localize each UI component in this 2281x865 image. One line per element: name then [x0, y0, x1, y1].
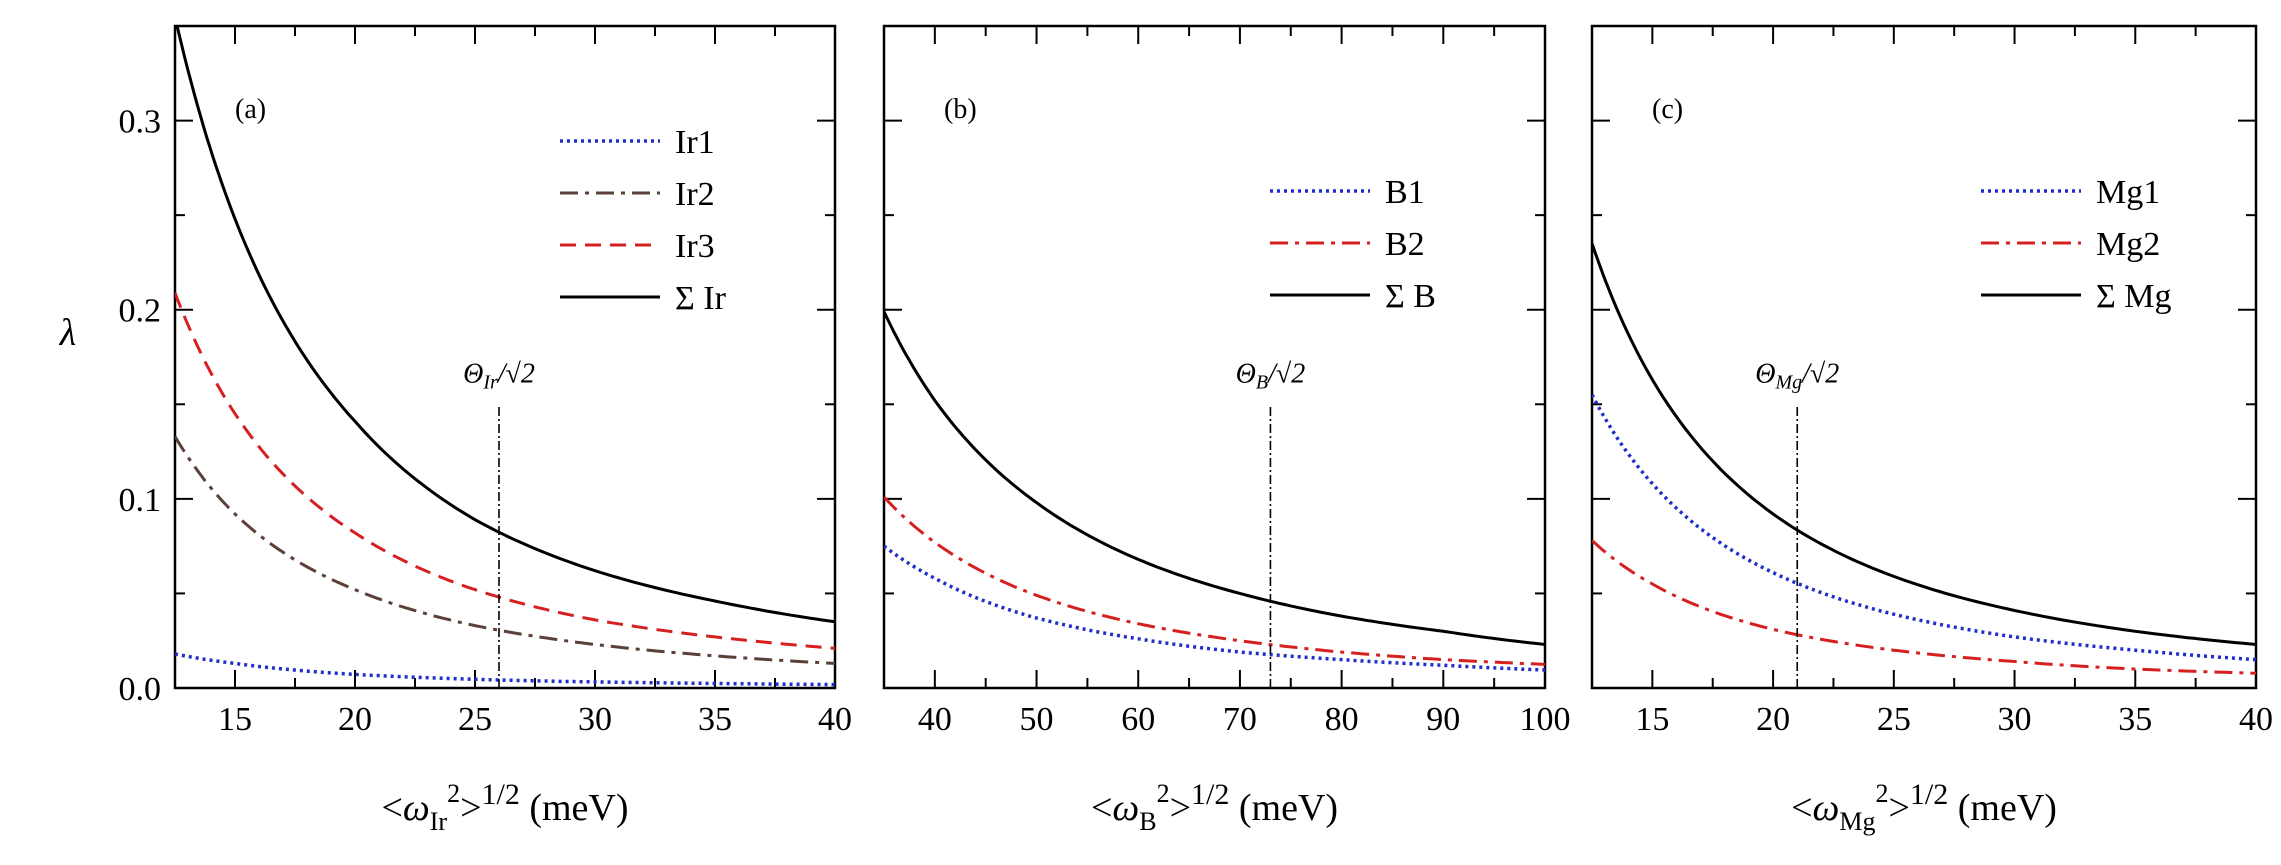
plot-frame: [1590, 24, 2258, 690]
series-line-Ir2: [175, 435, 835, 665]
series-line-sum-B: [884, 310, 1545, 646]
x-tick-label: 90: [1426, 701, 1460, 738]
x-axis-label: <ωMg2>1/2 (meV): [1791, 778, 2057, 836]
reference-line-label: ΘIr/√2: [463, 358, 535, 393]
x-tick-label: 35: [698, 701, 732, 738]
x-tick-label: 80: [1325, 701, 1359, 738]
reference-line-label: ΘMg/√2: [1755, 358, 1839, 393]
series-line-Mg1: [1592, 393, 2256, 662]
x-tick-label: 25: [458, 701, 492, 738]
legend-label: Ir2: [675, 176, 715, 213]
x-tick-label: 30: [578, 701, 612, 738]
legend-label: Ir1: [675, 124, 715, 161]
x-tick-label: 20: [338, 701, 372, 738]
x-tick-label: 40: [918, 701, 952, 738]
y-tick-label: 0.2: [119, 293, 162, 330]
series-line-sum-Mg: [1592, 243, 2256, 646]
y-tick-label: 0.0: [119, 671, 162, 708]
x-tick-label: 100: [1520, 701, 1571, 738]
legend-label: Mg2: [2096, 226, 2160, 263]
x-tick-label: 35: [2118, 701, 2152, 738]
x-tick-label: 70: [1223, 701, 1257, 738]
panel-a: 15 20 25 30 35 40 0.0 0.1 0.2 0.3 ΘIr/√2 (a) Ir1 Ir2 I…: [119, 24, 852, 836]
reference-line-label: ΘB/√2: [1236, 358, 1306, 393]
x-tick-label: 25: [1877, 701, 1911, 738]
y-axis-label: λ: [59, 312, 76, 354]
series-line-Ir1: [175, 652, 835, 687]
x-axis-label: <ωB2>1/2 (meV): [1091, 778, 1338, 836]
legend-label: Σ B: [1385, 278, 1436, 315]
x-tick-label: 40: [818, 701, 852, 738]
x-tick-label: 40: [2239, 701, 2273, 738]
series-line-sum-Ir: [175, 26, 835, 624]
y-tick-label: 0.1: [119, 482, 162, 519]
x-tick-label: 60: [1121, 701, 1155, 738]
legend-label: B1: [1385, 174, 1425, 211]
x-tick-label: 15: [218, 701, 252, 738]
plot-frame: [882, 24, 1547, 690]
plot-frame: [173, 24, 837, 690]
panel-c: 15 20 25 30 35 40 ΘMg/√2 (c) Mg1 Mg2 Σ Mg <ωMg2>1/2…: [1590, 24, 2273, 836]
y-tick-label: 0.3: [119, 104, 162, 141]
panel-label: (a): [235, 94, 266, 125]
legend-label: Σ Ir: [675, 280, 727, 317]
x-tick-label: 50: [1020, 701, 1054, 738]
panel-label: (b): [944, 94, 977, 125]
legend-label: Σ Mg: [2096, 278, 2172, 315]
x-tick-label: 20: [1756, 701, 1790, 738]
legend-label: Mg1: [2096, 174, 2160, 211]
series-line-Mg2: [1592, 539, 2256, 675]
legend-label: Ir3: [675, 228, 715, 265]
x-axis-label: <ωIr2>1/2 (meV): [381, 778, 628, 836]
series-line-B2: [884, 495, 1545, 666]
legend-label: B2: [1385, 226, 1425, 263]
series-line-Ir3: [175, 292, 835, 650]
x-tick-label: 30: [1998, 701, 2032, 738]
panel-b: 40 50 60 70 80 90 100 ΘB/√2 (b) B1 B2 Σ B <ωB2>1/2 (…: [882, 24, 1571, 836]
x-tick-label: 15: [1635, 701, 1669, 738]
series-line-B1: [884, 544, 1545, 672]
panel-label: (c): [1652, 94, 1683, 125]
